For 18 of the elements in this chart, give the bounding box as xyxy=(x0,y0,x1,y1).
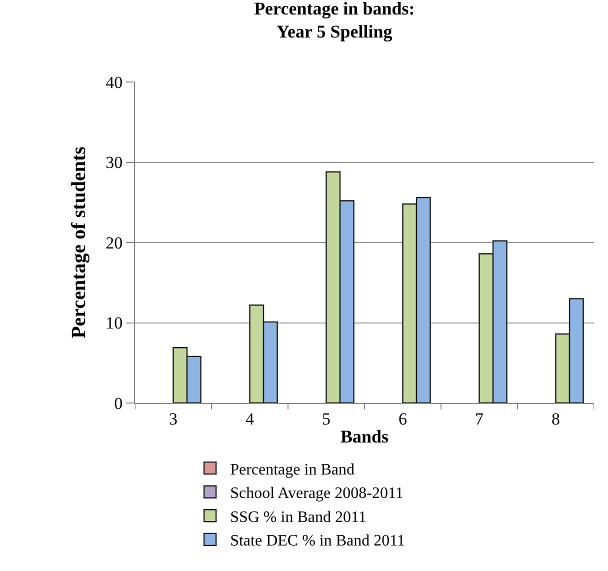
y-tick-label: 30 xyxy=(106,153,123,172)
legend-label: School Average 2008-2011 xyxy=(230,485,404,502)
y-tick-label: 10 xyxy=(106,314,123,333)
y-tick-label: 0 xyxy=(114,394,123,413)
x-tick-label: 5 xyxy=(322,409,330,428)
legend-label: SSG % in Band 2011 xyxy=(230,508,366,526)
legend-label: Percentage in Band xyxy=(230,461,354,478)
x-tick-label: 4 xyxy=(246,409,254,428)
y-tick-label: 20 xyxy=(106,233,123,252)
x-tick-label: 6 xyxy=(398,409,407,428)
chart-title: Percentage in bands: Year 5 Spelling xyxy=(254,0,415,42)
legend-label: State DEC % in Band 2011 xyxy=(230,532,406,550)
x-tick-label: 7 xyxy=(475,409,484,428)
x-tick-label: 8 xyxy=(552,409,560,428)
y-tick-label: 40 xyxy=(106,72,123,92)
x-axis-title: Bands xyxy=(340,426,389,446)
x-tick-label: 3 xyxy=(169,409,178,428)
y-axis-title: Percentage of students xyxy=(68,146,90,338)
